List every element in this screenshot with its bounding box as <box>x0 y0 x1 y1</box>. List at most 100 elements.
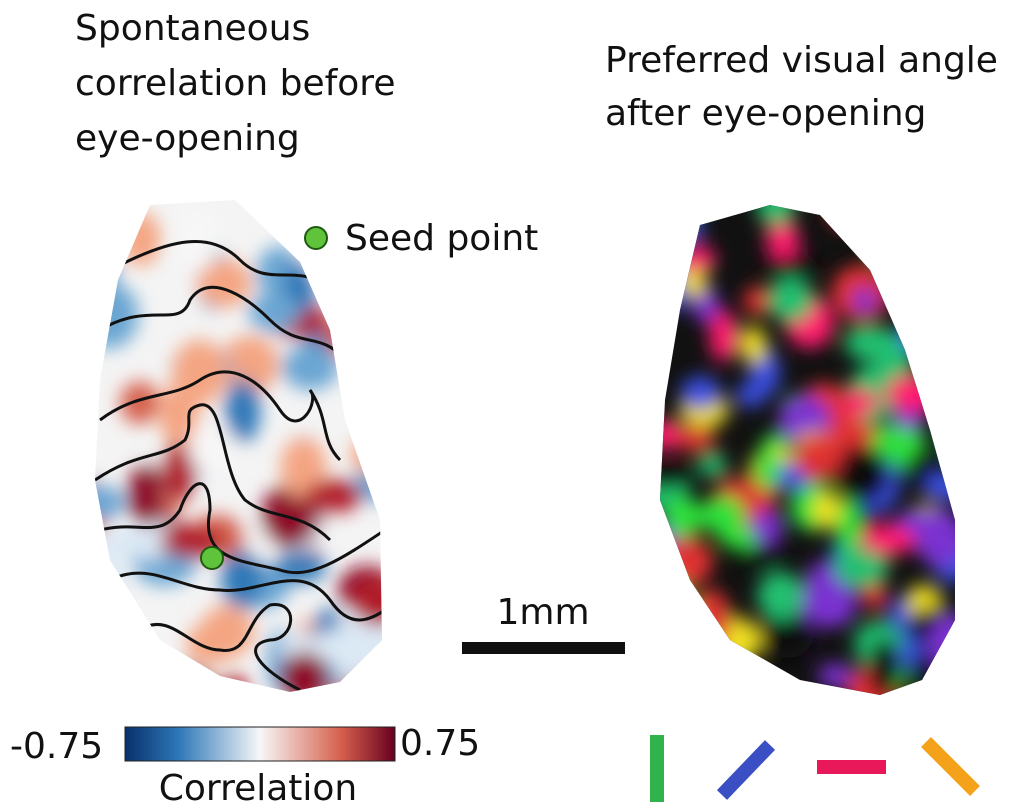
texture-blob <box>934 253 955 301</box>
colorbar-max: 0.75 <box>400 723 480 764</box>
texture-blob <box>677 245 717 272</box>
texture-blob <box>161 442 198 500</box>
texture-blob <box>760 608 813 659</box>
texture-blob <box>907 450 932 488</box>
texture-blob <box>700 495 745 535</box>
texture-blob <box>95 552 124 610</box>
texture-blob <box>95 281 139 349</box>
texture-blob <box>860 525 916 556</box>
scale-bar-label: 1mm <box>496 592 589 633</box>
texture-blob <box>324 312 380 358</box>
texture-blob <box>176 207 219 272</box>
texture-blob <box>867 638 901 695</box>
texture-blob <box>660 228 679 254</box>
texture-blob <box>661 215 704 244</box>
texture-blob <box>660 463 695 488</box>
key-antidiagonal <box>921 737 980 796</box>
key-diagonal <box>716 740 776 800</box>
texture-blob <box>885 374 942 413</box>
texture-blob <box>914 508 955 567</box>
texture-blob <box>220 549 264 608</box>
texture-blob <box>186 622 237 665</box>
texture-blob <box>835 498 861 557</box>
texture-blob <box>795 433 841 481</box>
texture-blob <box>936 664 955 691</box>
texture-blob <box>188 423 236 474</box>
texture-blob <box>127 462 165 527</box>
texture-blob <box>743 286 769 316</box>
texture-blob <box>942 416 955 460</box>
texture-blob <box>870 224 905 264</box>
texture-blob <box>660 604 678 637</box>
angle-map <box>660 205 955 695</box>
texture-blob <box>754 446 780 491</box>
texture-blob <box>95 642 110 679</box>
texture-blob <box>660 260 691 312</box>
texture-blob <box>673 427 717 452</box>
texture-blob <box>362 385 382 453</box>
texture-blob <box>750 510 784 544</box>
texture-blob <box>813 491 840 529</box>
texture-blob <box>898 219 934 266</box>
texture-blob <box>889 205 930 249</box>
colorbar <box>124 726 396 762</box>
texture-blob <box>767 277 814 323</box>
texture-blob <box>694 589 731 649</box>
texture-blob <box>757 571 805 620</box>
texture-blob <box>732 683 758 695</box>
texture-blob <box>709 310 739 362</box>
texture-blob <box>660 673 675 695</box>
texture-blob <box>763 252 818 278</box>
texture-blob <box>844 324 895 361</box>
left-title: Spontaneous <box>75 8 310 49</box>
right-title: after eye-opening <box>605 93 926 134</box>
texture-blob <box>862 581 887 610</box>
texture-blob <box>680 375 721 410</box>
texture-blob <box>705 616 762 665</box>
texture-blob <box>735 383 767 408</box>
texture-blob <box>119 381 160 425</box>
texture-blob <box>930 214 955 245</box>
texture-blob <box>338 283 382 317</box>
texture-blob <box>149 666 218 692</box>
texture-blob <box>664 496 703 538</box>
texture-blob <box>279 651 330 692</box>
orientation-key <box>650 735 980 802</box>
texture-blob <box>304 479 363 513</box>
left-title: correlation before <box>75 63 395 104</box>
texture-blob <box>660 205 699 229</box>
seed-label: Seed point <box>345 218 538 259</box>
colorbar-label: Correlation <box>159 768 358 809</box>
colorbar-min: -0.75 <box>10 726 103 767</box>
texture-blob <box>765 221 801 259</box>
texture-blob <box>95 484 126 521</box>
texture-blob <box>224 378 261 443</box>
texture-blob <box>817 663 853 689</box>
texture-blob <box>698 452 727 478</box>
texture-blob <box>719 525 761 550</box>
texture-blob <box>274 550 327 583</box>
texture-blob <box>928 614 955 673</box>
texture-blob <box>349 200 382 223</box>
texture-blob <box>281 345 339 390</box>
seed-legend-marker <box>304 226 328 250</box>
texture-blob <box>95 200 114 219</box>
texture-blob <box>664 537 713 587</box>
contours <box>95 240 382 692</box>
texture-blob <box>834 549 889 588</box>
texture-blob <box>248 293 300 332</box>
seed-marker <box>200 546 224 570</box>
texture-blob <box>218 674 250 692</box>
texture-blob <box>351 436 382 473</box>
texture-blob <box>827 205 863 229</box>
texture-blob <box>220 335 279 394</box>
texture-blob <box>756 205 795 226</box>
texture-blob <box>121 212 161 266</box>
left-title: eye-opening <box>75 118 300 159</box>
texture-blob <box>95 251 117 285</box>
texture-blob <box>834 445 890 503</box>
texture-blob <box>898 322 933 352</box>
right-title: Preferred visual angle <box>605 40 998 81</box>
texture-blob <box>852 287 877 314</box>
